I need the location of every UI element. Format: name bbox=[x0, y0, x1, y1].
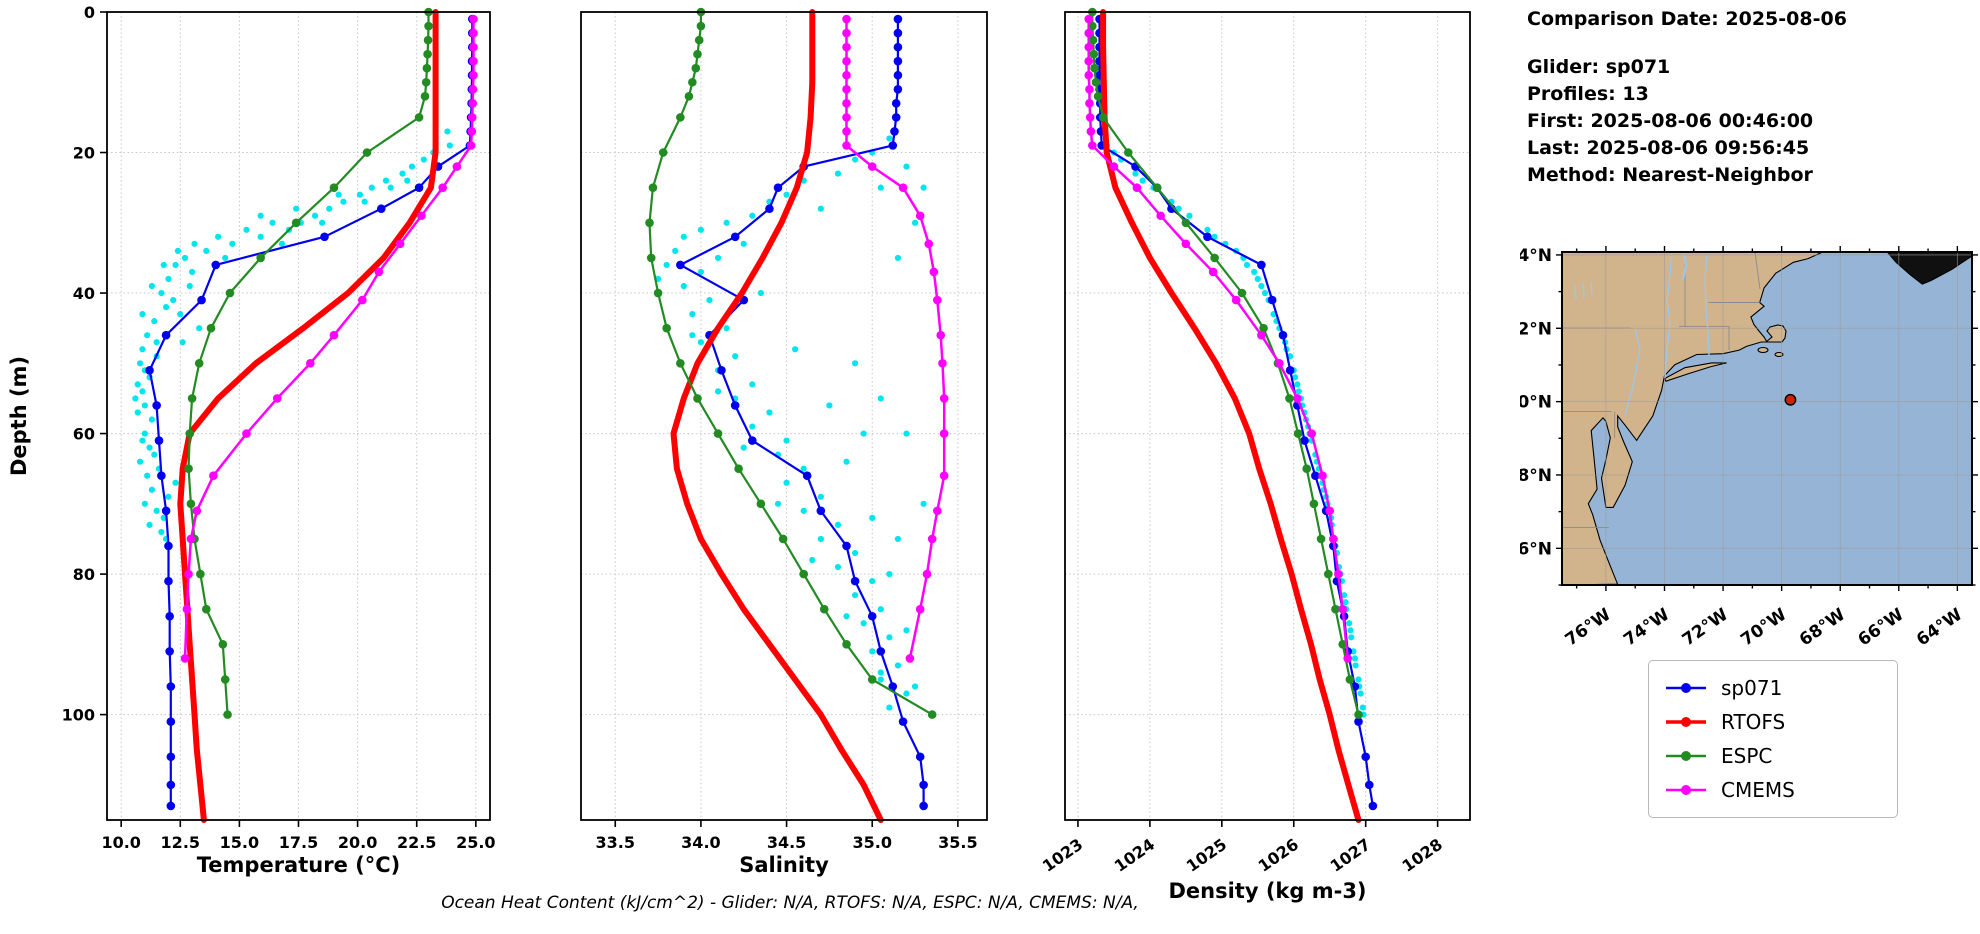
profile-plots: 10.0 12.5 15.0 17.5 20.0 22.5 25.0 Temperature … bbox=[7, 3, 1471, 903]
line-CMEMS-temperature bbox=[183, 17, 475, 660]
legend-marker-rtofs bbox=[1666, 717, 1706, 727]
svg-text:40: 40 bbox=[73, 284, 95, 303]
svg-text:1024: 1024 bbox=[1111, 835, 1158, 876]
scatter-salinity bbox=[654, 135, 927, 711]
line-ESPC-salinity bbox=[648, 10, 934, 716]
map-lat-label: 42°N bbox=[1520, 319, 1552, 339]
svg-text:80: 80 bbox=[73, 565, 95, 584]
map-long-island bbox=[1663, 362, 1727, 382]
legend-label-sp071: sp071 bbox=[1721, 676, 1783, 700]
map-lon-label: 72°W bbox=[1679, 605, 1732, 651]
svg-text:60: 60 bbox=[73, 425, 95, 444]
line-ESPC-density bbox=[1091, 10, 1360, 716]
svg-text:17.5: 17.5 bbox=[279, 833, 318, 852]
legend-item-cmems: CMEMS bbox=[1663, 773, 1883, 807]
map-lon-label: 70°W bbox=[1737, 605, 1790, 651]
legend-label-rtofs: RTOFS bbox=[1721, 710, 1786, 734]
legend-marker-cmems bbox=[1666, 785, 1706, 795]
legend: sp071 RTOFS ESPC CMEMS bbox=[1648, 660, 1898, 818]
svg-text:1026: 1026 bbox=[1255, 835, 1302, 876]
scatter-density bbox=[1100, 128, 1367, 718]
map-lat-label: 40°N bbox=[1520, 393, 1552, 413]
svg-text:33.5: 33.5 bbox=[596, 833, 635, 852]
map-lon-label: 64°W bbox=[1913, 605, 1966, 651]
depth-axis-label: Depth (m) bbox=[7, 356, 31, 476]
legend-marker-sp071 bbox=[1666, 683, 1706, 693]
map-rivers bbox=[1574, 252, 1710, 417]
info-panel: Comparison Date: 2025-08-06 Glider: sp07… bbox=[1527, 8, 1847, 189]
svg-text:20.0: 20.0 bbox=[338, 833, 377, 852]
legend-item-sp071: sp071 bbox=[1663, 671, 1883, 705]
svg-text:1028: 1028 bbox=[1399, 835, 1446, 876]
svg-text:20: 20 bbox=[73, 144, 95, 163]
map-lon-label: 66°W bbox=[1854, 605, 1907, 651]
svg-text:34.0: 34.0 bbox=[681, 833, 720, 852]
line-CMEMS-density bbox=[1087, 17, 1349, 660]
location-map: 44°N 42°N 40°N 38°N 36°N 76°W74°W72°W70°W68°W… bbox=[1520, 246, 1978, 651]
map-lat-label: 36°N bbox=[1520, 539, 1552, 559]
panel-salinity: 33.5 34.0 34.5 35.0 35.5 Salinity bbox=[580, 7, 988, 877]
legend-label-cmems: CMEMS bbox=[1721, 778, 1795, 802]
xlabel-salinity: Salinity bbox=[739, 853, 829, 877]
svg-text:15.0: 15.0 bbox=[220, 833, 259, 852]
map-nantucket bbox=[1774, 351, 1784, 358]
panel-density: 1023 1024 1025 1026 1027 1028 Density (kg m-3) bbox=[1039, 7, 1471, 903]
line-RTOFS-density bbox=[1100, 9, 1362, 823]
svg-text:1027: 1027 bbox=[1327, 835, 1374, 876]
map-gridlines bbox=[1562, 252, 1972, 585]
svg-text:10.0: 10.0 bbox=[101, 833, 140, 852]
legend-item-rtofs: RTOFS bbox=[1663, 705, 1883, 739]
legend-item-espc: ESPC bbox=[1663, 739, 1883, 773]
line-RTOFS-salinity bbox=[670, 9, 884, 823]
svg-text:12.5: 12.5 bbox=[161, 833, 200, 852]
svg-text:34.5: 34.5 bbox=[767, 833, 806, 852]
svg-text:1025: 1025 bbox=[1183, 835, 1230, 876]
map-land-mainland bbox=[1562, 252, 1823, 585]
last-profile-text: Last: 2025-08-06 09:56:45 bbox=[1527, 137, 1810, 159]
svg-text:0: 0 bbox=[84, 3, 95, 22]
line-RTOFS-temperature bbox=[177, 9, 439, 823]
svg-text:22.5: 22.5 bbox=[397, 833, 436, 852]
svg-text:1023: 1023 bbox=[1039, 835, 1086, 876]
profiles-count-text: Profiles: 13 bbox=[1527, 83, 1649, 105]
method-text: Method: Nearest-Neighbor bbox=[1527, 164, 1813, 186]
svg-text:25.0: 25.0 bbox=[456, 833, 495, 852]
glider-location-marker bbox=[1784, 393, 1797, 406]
map-lat-label: 44°N bbox=[1520, 246, 1552, 266]
map-lat-label: 38°N bbox=[1520, 466, 1552, 486]
map-cape-cod bbox=[1764, 324, 1787, 343]
xlabel-density: Density (kg m-3) bbox=[1168, 879, 1366, 903]
ohc-caption: Ocean Heat Content (kJ/cm^2) - Glider: N… bbox=[441, 893, 1139, 913]
line-sp071-temperature bbox=[148, 17, 474, 808]
svg-text:35.0: 35.0 bbox=[852, 833, 891, 852]
map-lon-label: 68°W bbox=[1796, 605, 1849, 651]
svg-text:100: 100 bbox=[62, 706, 95, 725]
map-land-group bbox=[1562, 252, 1972, 585]
legend-marker-espc bbox=[1666, 751, 1706, 761]
first-profile-text: First: 2025-08-06 00:46:00 bbox=[1527, 110, 1814, 132]
panel-temperature: 10.0 12.5 15.0 17.5 20.0 22.5 25.0 Temperature … bbox=[101, 7, 496, 877]
legend-label-espc: ESPC bbox=[1721, 744, 1773, 768]
xlabel-temperature: Temperature (°C) bbox=[197, 853, 400, 877]
map-lon-label: 76°W bbox=[1562, 605, 1615, 651]
map-frame bbox=[1561, 251, 1973, 586]
map-nova-scotia bbox=[1886, 252, 1972, 285]
svg-text:35.5: 35.5 bbox=[938, 833, 977, 852]
map-lon-label: 74°W bbox=[1620, 605, 1673, 651]
comparison-date-text: Comparison Date: 2025-08-06 bbox=[1527, 8, 1847, 30]
map-marthas-vineyard bbox=[1757, 346, 1769, 354]
line-sp071-density bbox=[1098, 17, 1375, 808]
glider-id-text: Glider: sp071 bbox=[1527, 56, 1671, 78]
